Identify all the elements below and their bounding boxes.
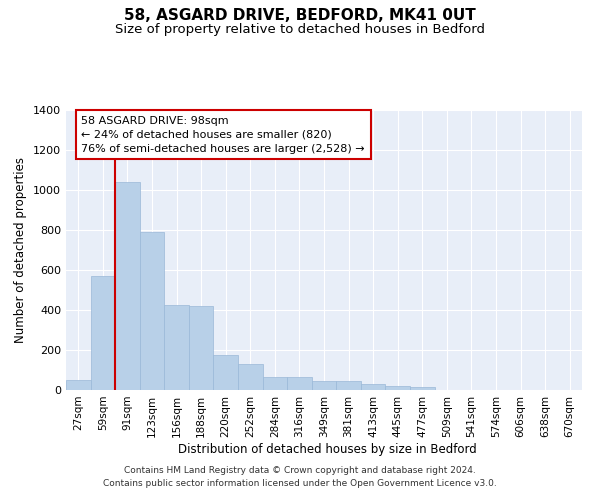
Bar (336, 381, 361, 390)
Bar (263, 377, 287, 390)
Bar (140, 232, 164, 390)
Bar (66, 380, 91, 390)
Text: 58 ASGARD DRIVE: 98sqm
← 24% of detached houses are smaller (820)
76% of semi-de: 58 ASGARD DRIVE: 98sqm ← 24% of detached… (82, 116, 365, 154)
Text: 58, ASGARD DRIVE, BEDFORD, MK41 0UT: 58, ASGARD DRIVE, BEDFORD, MK41 0UT (124, 8, 476, 22)
Bar (115, 182, 140, 390)
Bar (214, 355, 238, 390)
Text: Contains HM Land Registry data © Crown copyright and database right 2024.
Contai: Contains HM Land Registry data © Crown c… (103, 466, 497, 487)
Bar (238, 364, 263, 390)
Bar (189, 306, 214, 390)
Bar (410, 388, 434, 390)
Bar (312, 381, 336, 390)
Bar (287, 377, 312, 390)
Bar (91, 276, 115, 390)
Y-axis label: Number of detached properties: Number of detached properties (14, 157, 28, 343)
Bar (361, 384, 385, 390)
Bar (164, 305, 189, 390)
Text: Size of property relative to detached houses in Bedford: Size of property relative to detached ho… (115, 22, 485, 36)
Bar (385, 386, 410, 390)
Text: Distribution of detached houses by size in Bedford: Distribution of detached houses by size … (178, 442, 476, 456)
